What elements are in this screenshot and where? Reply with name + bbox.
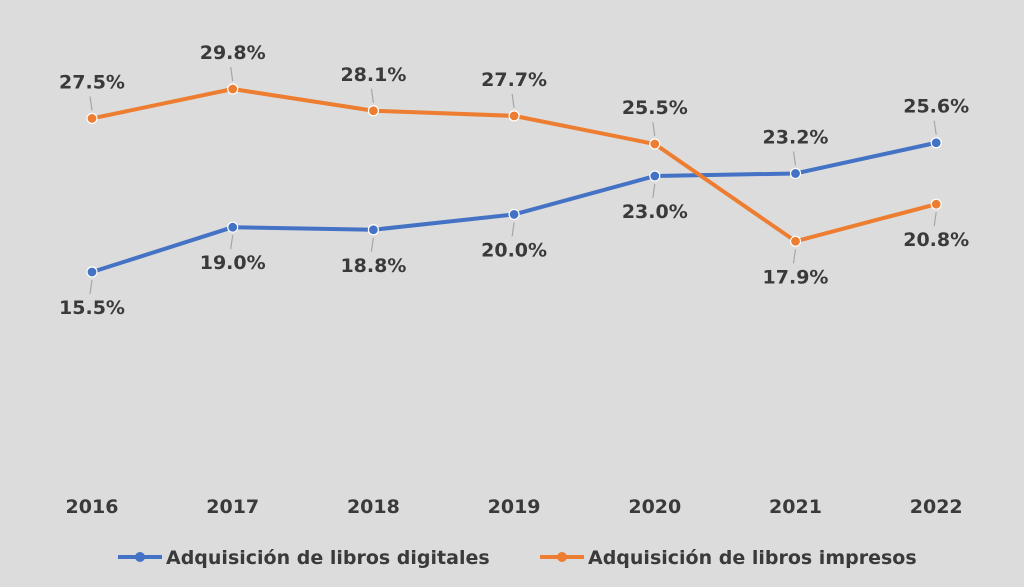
legend-swatch-marker-impresos bbox=[557, 552, 567, 562]
leader-lines bbox=[89, 66, 937, 295]
legend-swatch-marker-digitales bbox=[135, 552, 145, 562]
leader-line-impresos-2017 bbox=[230, 66, 234, 82]
data-point-digitales-2021 bbox=[789, 167, 802, 180]
data-label-digitales-2020: 23.0% bbox=[622, 201, 688, 223]
data-label-impresos-2016: 27.5% bbox=[59, 71, 125, 93]
series-lines bbox=[86, 83, 942, 278]
data-point-impresos-2020 bbox=[649, 138, 661, 150]
data-point-digitales-2017 bbox=[227, 221, 239, 233]
data-point-digitales-2016 bbox=[86, 266, 98, 278]
data-point-impresos-2018 bbox=[367, 105, 379, 117]
data-label-digitales-2022: 25.6% bbox=[903, 96, 969, 118]
x-tick-label-2021: 2021 bbox=[769, 496, 822, 518]
data-point-digitales-2020 bbox=[649, 170, 661, 182]
legend-label-impresos: Adquisición de libros impresos bbox=[588, 547, 917, 569]
leader-line-digitales-2021 bbox=[792, 151, 797, 166]
data-point-digitales-2022 bbox=[930, 137, 942, 149]
leader-line-impresos-2018 bbox=[370, 88, 374, 103]
leader-line-digitales-2020 bbox=[652, 183, 656, 199]
data-label-impresos-2017: 29.8% bbox=[200, 42, 266, 64]
leader-line-digitales-2018 bbox=[370, 237, 374, 252]
legend-label-digitales: Adquisición de libros digitales bbox=[166, 547, 490, 569]
data-label-digitales-2017: 19.0% bbox=[200, 252, 266, 274]
data-labels: 15.5% 19.0% 18.8% 20.0% 23.0% 23.2% 25.6% 27.5%… bbox=[59, 42, 969, 319]
data-label-impresos-2019: 27.7% bbox=[481, 69, 547, 91]
x-tick-label-2018: 2018 bbox=[347, 496, 400, 518]
leader-line-digitales-2022 bbox=[933, 120, 937, 135]
data-label-impresos-2018: 28.1% bbox=[340, 64, 406, 86]
x-tick-label-2016: 2016 bbox=[66, 496, 119, 518]
data-label-digitales-2016: 15.5% bbox=[59, 297, 125, 319]
leader-line-impresos-2022 bbox=[933, 212, 937, 227]
leader-line-impresos-2016 bbox=[89, 96, 93, 111]
data-point-impresos-2022 bbox=[930, 198, 942, 210]
x-tick-label-2020: 2020 bbox=[628, 496, 681, 518]
leader-line-impresos-2020 bbox=[652, 121, 656, 137]
data-label-digitales-2019: 20.0% bbox=[481, 239, 547, 261]
data-label-impresos-2021: 17.9% bbox=[763, 266, 829, 288]
leader-line-digitales-2017 bbox=[230, 235, 234, 250]
data-point-digitales-2019 bbox=[508, 208, 520, 221]
leader-line-impresos-2019 bbox=[511, 93, 515, 108]
data-point-digitales-2018 bbox=[367, 224, 379, 236]
leader-line-impresos-2021 bbox=[792, 249, 797, 264]
data-point-impresos-2019 bbox=[508, 110, 520, 122]
x-tick-label-2022: 2022 bbox=[910, 496, 963, 518]
data-point-impresos-2016 bbox=[86, 112, 98, 125]
x-tick-label-2019: 2019 bbox=[488, 496, 541, 518]
data-label-digitales-2021: 23.2% bbox=[763, 126, 829, 148]
x-axis-tick-labels: 2016 2017 2018 2019 2020 2021 2022 bbox=[66, 496, 963, 518]
x-tick-label-2017: 2017 bbox=[206, 496, 259, 518]
data-point-impresos-2021 bbox=[789, 235, 802, 247]
data-label-impresos-2020: 25.5% bbox=[622, 97, 688, 119]
leader-line-digitales-2016 bbox=[89, 279, 93, 295]
data-point-impresos-2017 bbox=[227, 83, 239, 95]
data-label-digitales-2018: 18.8% bbox=[340, 255, 406, 277]
leader-line-digitales-2019 bbox=[511, 222, 515, 237]
data-label-impresos-2022: 20.8% bbox=[903, 229, 969, 251]
legend: Adquisición de libros digitales Adquisici… bbox=[118, 547, 917, 569]
